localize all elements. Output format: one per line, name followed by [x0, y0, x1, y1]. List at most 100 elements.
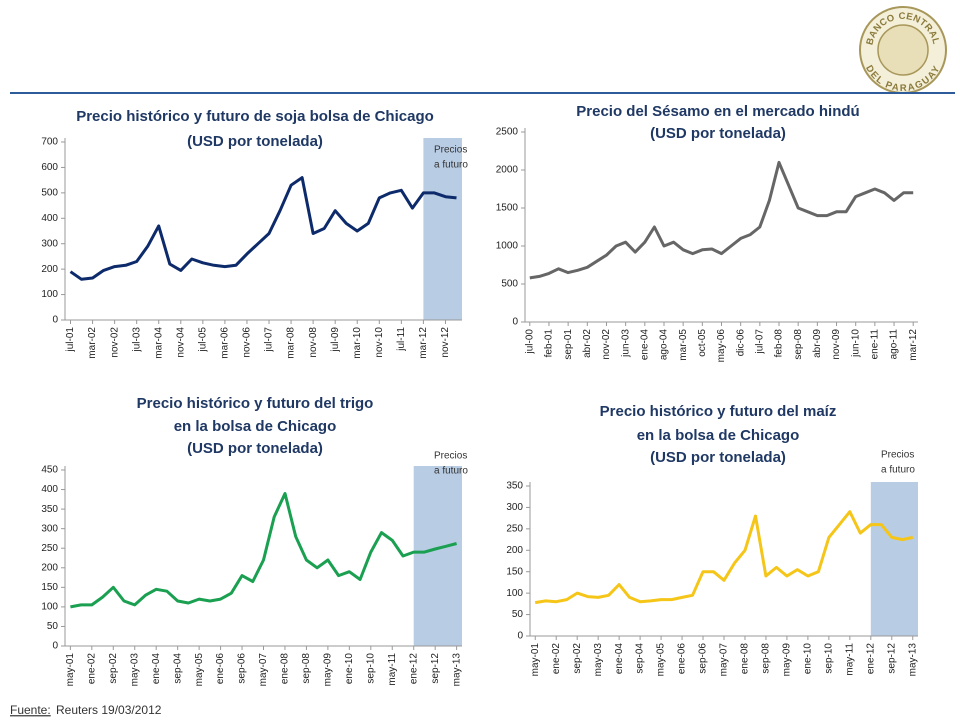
x-tick-label: ene-12 [865, 643, 876, 675]
y-tick-label: 0 [512, 317, 518, 328]
data-line [69, 176, 457, 281]
y-tick-label: 0 [52, 641, 58, 652]
x-tick-label: ene-12 [408, 653, 419, 685]
x-tick-label: jul-05 [197, 327, 208, 353]
y-tick-label: 200 [506, 545, 523, 556]
x-tick-label: nov-02 [109, 327, 120, 358]
y-tick-label: 400 [41, 484, 58, 495]
x-tick-label: ene-02 [86, 653, 97, 685]
x-tick-label: sep-10 [824, 643, 835, 674]
x-tick-label: abr-02 [582, 329, 593, 358]
x-tick-label: ene-04 [639, 329, 650, 361]
x-tick-label: ene-04 [151, 653, 162, 685]
x-tick-label: sep-01 [563, 329, 574, 360]
y-tick-label: 100 [506, 588, 523, 599]
x-tick-label: ene-11 [870, 329, 881, 360]
forecast-band [423, 138, 462, 320]
x-tick-label: ene-10 [344, 653, 355, 685]
x-tick-label: mar-04 [153, 327, 164, 359]
x-tick-label: nov-04 [175, 327, 186, 358]
x-tick-label: sep-10 [365, 653, 376, 684]
x-tick-label: jul-11 [396, 327, 407, 352]
x-tick-label: sep-12 [886, 643, 897, 674]
footer-label: Fuente: [10, 703, 51, 717]
y-tick-label: 150 [41, 582, 58, 593]
annotation: Precios [434, 145, 467, 156]
y-tick-label: 1500 [496, 203, 519, 214]
x-tick-label: sep-12 [430, 653, 441, 684]
x-tick-label: nov-02 [601, 329, 612, 360]
chart-title: (USD por tonelada) [650, 449, 786, 466]
x-tick-label: ago-04 [659, 329, 670, 361]
x-tick-label: dic-06 [735, 329, 746, 357]
y-tick-label: 300 [506, 502, 523, 513]
data-line [70, 492, 457, 609]
x-tick-label: ene-06 [677, 643, 688, 675]
x-tick-label: may-03 [593, 643, 604, 677]
x-tick-label: mar-12 [418, 327, 429, 359]
chart-title: Precio histórico y futuro de soja bolsa … [76, 108, 434, 125]
x-tick-label: may-06 [716, 329, 727, 363]
x-tick-label: jul-00 [524, 329, 535, 355]
x-tick-label: mar-06 [220, 327, 231, 359]
y-tick-label: 250 [41, 543, 58, 554]
forecast-band [413, 466, 462, 646]
x-tick-label: jun-10 [850, 329, 861, 358]
y-tick-label: 350 [506, 481, 523, 492]
chart-title: Precio del Sésamo en el mercado hindú [576, 103, 859, 120]
y-tick-label: 700 [41, 137, 58, 148]
y-tick-label: 100 [41, 289, 58, 300]
y-tick-label: 50 [512, 609, 524, 620]
x-tick-label: sep-08 [761, 643, 772, 674]
y-tick-label: 0 [517, 631, 523, 642]
x-tick-label: feb-01 [544, 329, 555, 358]
x-tick-label: may-01 [65, 653, 76, 687]
annotation: a futuro [434, 160, 468, 171]
x-tick-label: jul-07 [754, 329, 765, 355]
x-tick-label: abr-09 [812, 329, 823, 358]
x-tick-label: ene-10 [803, 643, 814, 675]
x-tick-label: nov-09 [831, 329, 842, 360]
y-tick-label: 50 [47, 621, 59, 632]
data-line [534, 510, 914, 605]
x-tick-label: ene-02 [551, 643, 562, 675]
x-tick-label: nov-06 [242, 327, 253, 358]
x-tick-label: jul-09 [330, 327, 341, 353]
x-tick-label: feb-08 [774, 329, 785, 358]
x-tick-label: ene-08 [740, 643, 751, 675]
x-tick-label: sep-08 [793, 329, 804, 360]
logo: BANCO CENTRAL DEL PARAGUAY [859, 6, 947, 94]
x-tick-label: mar-10 [352, 327, 363, 359]
y-tick-label: 2500 [496, 127, 519, 138]
y-tick-label: 150 [506, 566, 523, 577]
x-tick-label: may-11 [844, 643, 855, 676]
x-tick-label: sep-08 [301, 653, 312, 684]
x-tick-label: nov-12 [440, 327, 451, 358]
annotation: a futuro [434, 466, 468, 477]
x-tick-label: may-07 [258, 653, 269, 687]
x-tick-label: mar-05 [678, 329, 689, 361]
x-tick-label: sep-04 [635, 643, 646, 674]
chart-title: en la bolsa de Chicago [637, 427, 800, 444]
x-tick-label: sep-06 [698, 643, 709, 674]
chart-title: (USD por tonelada) [187, 440, 323, 457]
y-tick-label: 1000 [496, 241, 519, 252]
x-tick-label: may-09 [782, 643, 793, 677]
annotation: a futuro [881, 465, 915, 476]
y-tick-label: 500 [501, 279, 518, 290]
chart-title: en la bolsa de Chicago [174, 418, 337, 435]
x-tick-label: nov-10 [374, 327, 385, 358]
x-tick-label: jul-01 [65, 327, 76, 353]
x-tick-label: may-13 [451, 653, 462, 687]
y-tick-label: 200 [41, 264, 58, 275]
chart-title: (USD por tonelada) [187, 133, 323, 150]
x-tick-label: sep-04 [172, 653, 183, 684]
y-tick-label: 350 [41, 504, 58, 515]
forecast-band [870, 482, 918, 636]
x-tick-label: sep-02 [108, 653, 119, 684]
y-tick-label: 500 [41, 187, 58, 198]
footer-text: Reuters 19/03/2012 [56, 703, 162, 717]
x-tick-label: may-07 [719, 643, 730, 677]
y-tick-label: 2000 [496, 165, 519, 176]
